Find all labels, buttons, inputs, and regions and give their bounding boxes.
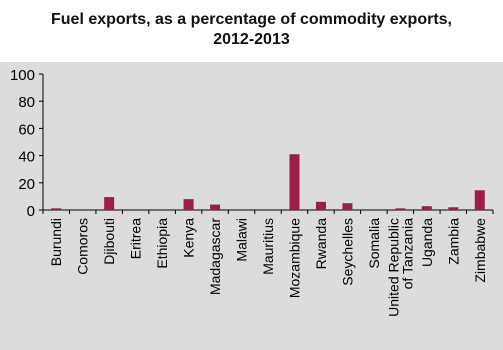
x-tick-label: Kenya <box>181 218 197 258</box>
bar-djibouti <box>104 197 115 210</box>
bar-united-republic-of-tanzania <box>395 208 406 210</box>
x-tick-label: Burundi <box>48 218 64 266</box>
x-tick-label: Malawi <box>234 218 250 262</box>
axes <box>39 73 494 214</box>
bar-zambia <box>448 207 459 210</box>
x-tick-label: Zimbabwe <box>472 218 488 283</box>
chart-title-line-2: 2012-2013 <box>213 31 290 48</box>
bar-uganda <box>421 206 432 210</box>
bar-kenya <box>183 199 194 210</box>
x-tick-label-line: Madagascar <box>207 218 223 295</box>
x-tick-label: Ethiopia <box>154 218 170 269</box>
bar-mozambique <box>289 154 300 210</box>
x-tick-label: Madagascar <box>207 218 223 295</box>
x-tick-label-line: Djibouti <box>101 218 117 265</box>
y-tick-label: 20 <box>18 176 35 193</box>
x-tick-label: Djibouti <box>101 218 117 265</box>
y-tick-label: 60 <box>18 121 35 138</box>
y-tick-label: 0 <box>27 203 35 220</box>
x-tick-label-line: of Tanzania <box>399 218 415 290</box>
x-tick-label-line: Eritrea <box>128 218 144 259</box>
x-tick-label-line: Zimbabwe <box>472 218 488 283</box>
x-tick-label-line: Mozambique <box>286 218 302 298</box>
x-tick-labels: Burundi Comoros Djibouti Eritrea Ethiopia Ken… <box>48 218 488 317</box>
y-tick-label: 100 <box>10 67 35 84</box>
title-area: Fuel exports, as a percentage of commodi… <box>0 0 503 62</box>
bar-rwanda <box>315 201 326 210</box>
x-tick-label: Uganda <box>419 218 435 267</box>
x-tick-label: Somalia <box>366 218 382 269</box>
x-tick-label-line: Uganda <box>419 218 435 267</box>
x-tick-label: Rwanda <box>313 218 329 270</box>
chart-title-line-1: Fuel exports, as a percentage of commodi… <box>51 11 452 28</box>
bar-seychelles <box>342 203 353 210</box>
x-tick-label: Eritrea <box>128 218 144 259</box>
x-tick-label-line: Seychelles <box>339 218 355 286</box>
x-tick-label: Comoros <box>75 218 91 275</box>
y-tick-label: 80 <box>18 94 35 111</box>
y-tick-labels: 0 20 40 60 80 100 <box>10 67 35 220</box>
x-tick-label-line: Malawi <box>234 218 250 262</box>
bar-burundi <box>51 208 62 210</box>
x-tick-label: Mozambique <box>286 218 302 298</box>
x-tick-label: Mauritius <box>260 218 276 275</box>
x-tick-label-line: Zambia <box>445 218 461 265</box>
x-tick-label-line: Mauritius <box>260 218 276 275</box>
x-tick-label-line: Burundi <box>48 218 64 266</box>
x-tick-label-line: Ethiopia <box>154 218 170 269</box>
plot-background <box>0 62 503 350</box>
x-tick-label: Seychelles <box>339 218 355 286</box>
x-tick-label-line: United Republic <box>385 218 401 317</box>
chart-title: Fuel exports, as a percentage of commodi… <box>0 10 503 50</box>
x-tick-label-line: Kenya <box>181 218 197 258</box>
bar-zimbabwe <box>474 190 485 210</box>
y-tick-label: 40 <box>18 149 35 166</box>
bar-madagascar <box>210 204 221 210</box>
bars <box>51 154 485 210</box>
x-tick-label-line: Somalia <box>366 218 382 269</box>
x-tick-label-line: Comoros <box>75 218 91 275</box>
x-tick-label-line: Rwanda <box>313 218 329 270</box>
x-tick-label: Zambia <box>445 218 461 265</box>
